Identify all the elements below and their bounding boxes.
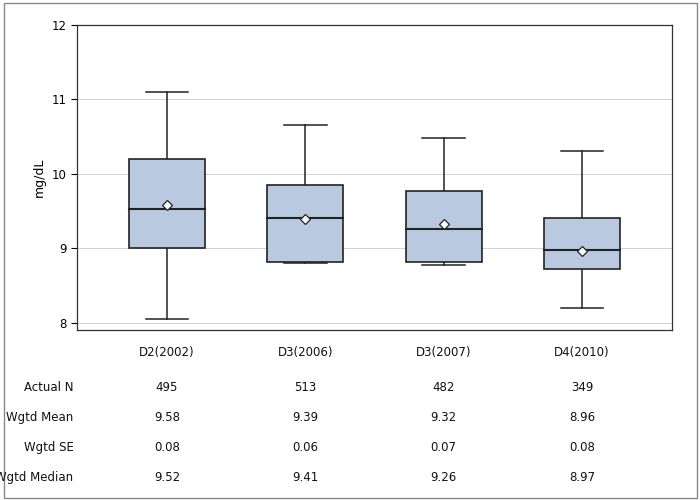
Text: D3(2006): D3(2006)	[278, 346, 333, 359]
Text: 9.52: 9.52	[154, 471, 180, 484]
Text: 513: 513	[294, 381, 316, 394]
Y-axis label: mg/dL: mg/dL	[33, 158, 46, 197]
Bar	[267, 185, 344, 262]
Text: 9.41: 9.41	[292, 471, 318, 484]
Text: 0.08: 0.08	[154, 441, 180, 454]
Text: 8.96: 8.96	[569, 411, 595, 424]
Bar	[129, 159, 205, 248]
Text: 9.32: 9.32	[430, 411, 456, 424]
Text: 349: 349	[571, 381, 593, 394]
Text: Wgtd Mean: Wgtd Mean	[6, 411, 74, 424]
Text: 0.06: 0.06	[293, 441, 318, 454]
Text: Wgtd SE: Wgtd SE	[24, 441, 74, 454]
Bar	[544, 218, 620, 269]
Text: 0.07: 0.07	[430, 441, 456, 454]
Text: D4(2010): D4(2010)	[554, 346, 610, 359]
Text: 495: 495	[156, 381, 178, 394]
Text: D3(2007): D3(2007)	[416, 346, 471, 359]
Text: Actual N: Actual N	[24, 381, 74, 394]
Text: 9.39: 9.39	[293, 411, 318, 424]
Text: D2(2002): D2(2002)	[139, 346, 195, 359]
Text: Wgtd Median: Wgtd Median	[0, 471, 74, 484]
Bar	[405, 191, 482, 262]
Text: 0.08: 0.08	[569, 441, 595, 454]
Text: 8.97: 8.97	[569, 471, 595, 484]
Text: 9.26: 9.26	[430, 471, 457, 484]
Text: 9.58: 9.58	[154, 411, 180, 424]
Text: 482: 482	[433, 381, 455, 394]
